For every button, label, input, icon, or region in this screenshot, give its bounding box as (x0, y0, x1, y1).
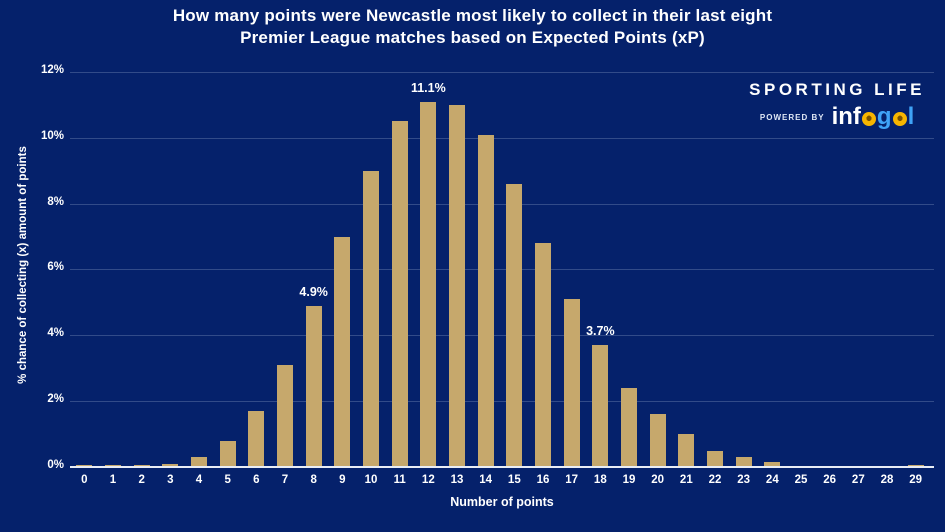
chart-title: How many points were Newcastle most like… (0, 5, 945, 49)
x-tick-label: 18 (593, 474, 607, 486)
bar (477, 134, 494, 467)
bar (707, 450, 723, 467)
bar (535, 243, 551, 467)
x-axis-line (70, 466, 934, 468)
football-icon (892, 112, 907, 126)
x-tick-label: 14 (479, 474, 493, 486)
bar (248, 411, 265, 467)
x-tick-label: 4 (195, 474, 203, 486)
x-tick-label: 1 (109, 474, 117, 486)
bar (678, 434, 695, 467)
x-tick-label: 9 (339, 474, 346, 486)
y-tick-label: 6% (47, 261, 64, 274)
x-tick-label: 0 (81, 474, 88, 486)
sporting-life-logo: SPORTING LIFE (749, 80, 925, 99)
bar (391, 121, 408, 467)
y-tick-label: 12% (40, 63, 64, 76)
bar (563, 299, 580, 467)
x-tick-label: 11 (393, 474, 406, 486)
gridline (70, 269, 934, 271)
bar (363, 170, 379, 467)
y-tick-label: 0% (47, 459, 64, 471)
x-axis-title: Number of points (450, 495, 554, 509)
x-tick-label: 5 (224, 474, 231, 486)
bar (592, 345, 609, 467)
y-tick-label: 10% (40, 129, 64, 142)
x-tick-label: 10 (364, 474, 378, 486)
bar-value-label: 4.9% (299, 284, 328, 299)
bar (191, 457, 207, 467)
gridline (70, 335, 934, 337)
x-tick-label: 3 (167, 474, 174, 486)
bar (449, 104, 465, 467)
bar (649, 414, 666, 467)
gridline (70, 137, 934, 139)
x-tick-label: 19 (622, 474, 636, 486)
bar-value-label: 3.7% (586, 324, 615, 339)
x-tick-label: 22 (708, 474, 722, 486)
x-tick-label: 23 (737, 474, 751, 486)
football-icon (861, 112, 876, 126)
x-tick-label: 21 (679, 474, 693, 486)
x-tick-label: 8 (310, 474, 317, 486)
x-tick-label: 12 (421, 474, 435, 486)
infogol-logo: inf g l (832, 105, 915, 129)
bar-value-label: 11.1% (410, 80, 446, 95)
bar (621, 387, 637, 467)
powered-by-label: POWERED BY (759, 112, 825, 122)
chart-title-line2: Premier League matches based on Expected… (240, 28, 705, 47)
x-tick-label: 27 (851, 474, 865, 486)
x-tick-label: 28 (880, 474, 894, 486)
branding-block: SPORTING LIFE POWERED BY inf g l (749, 80, 925, 129)
bar (420, 101, 437, 467)
chart-title-line1: How many points were Newcastle most like… (172, 6, 773, 25)
x-tick-label: 25 (794, 474, 808, 486)
x-tick-label: 26 (823, 474, 837, 486)
x-tick-label: 16 (536, 474, 550, 486)
infogol-logo-text: l (907, 103, 915, 130)
bar (334, 236, 351, 467)
bar (305, 305, 322, 467)
x-tick-label: 29 (909, 474, 923, 486)
x-tick-label: 20 (651, 474, 665, 486)
x-tick-label: 15 (507, 474, 521, 486)
bar (277, 364, 293, 467)
infogol-logo-text: inf (831, 103, 861, 130)
gridline (70, 203, 934, 205)
x-tick-label: 7 (281, 474, 289, 486)
infogol-logo-text: g (876, 103, 892, 130)
gridline (70, 401, 934, 403)
x-tick-label: 13 (450, 474, 464, 486)
gridline (70, 71, 934, 73)
y-tick-label: 2% (47, 393, 64, 406)
x-tick-label: 6 (253, 474, 260, 486)
bar (219, 440, 236, 467)
y-tick-label: 8% (47, 195, 64, 208)
x-tick-label: 2 (138, 474, 145, 486)
x-tick-label: 24 (765, 474, 779, 486)
bar (764, 462, 781, 467)
powered-by-row: POWERED BY inf g l (760, 105, 914, 129)
bar (735, 457, 752, 467)
bar (506, 183, 523, 467)
y-tick-label: 4% (47, 327, 64, 340)
bar (162, 463, 179, 467)
x-tick-label: 17 (565, 474, 579, 486)
